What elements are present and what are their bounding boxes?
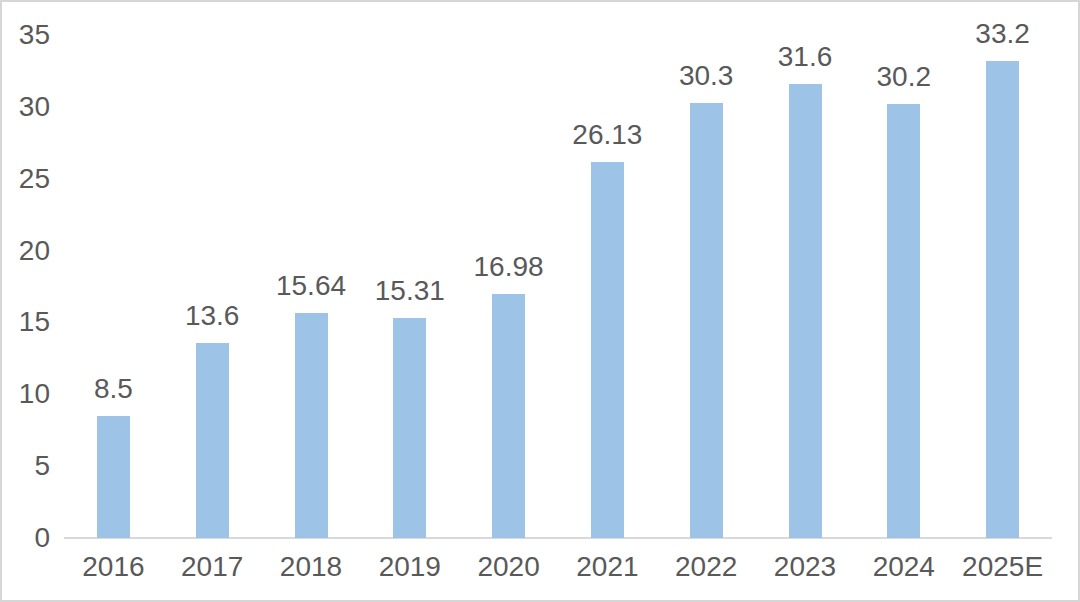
y-axis-tick-label: 0 — [2, 524, 50, 552]
data-label: 26.13 — [537, 118, 677, 152]
x-axis-category-label: 2024 — [854, 550, 953, 584]
x-axis-category-label: 2023 — [756, 550, 855, 584]
bar-2025E — [986, 61, 1019, 538]
y-axis-tick-label: 25 — [2, 165, 50, 193]
bar-2019 — [393, 318, 426, 538]
data-label: 33.2 — [933, 17, 1073, 51]
bar-2021 — [591, 162, 624, 538]
x-axis-category-label: 2019 — [360, 550, 459, 584]
bar-2020 — [492, 294, 525, 538]
data-label: 8.5 — [43, 372, 183, 406]
x-axis-category-label: 2016 — [64, 550, 163, 584]
x-axis-category-label: 2017 — [163, 550, 262, 584]
x-axis-category-label: 2018 — [262, 550, 361, 584]
bar-2022 — [690, 103, 723, 538]
x-axis-category-label: 2025E — [953, 550, 1052, 584]
y-axis-tick-label: 35 — [2, 21, 50, 49]
bar-2024 — [887, 104, 920, 538]
y-axis-tick-label: 5 — [2, 452, 50, 480]
data-label: 16.98 — [439, 250, 579, 284]
data-label: 13.6 — [142, 299, 282, 333]
bar-2016 — [97, 416, 130, 538]
y-axis-tick-label: 20 — [2, 237, 50, 265]
bar-2017 — [196, 343, 229, 538]
y-axis-tick-label: 15 — [2, 308, 50, 336]
y-axis-tick-label: 30 — [2, 93, 50, 121]
bar-2023 — [789, 84, 822, 538]
bar-2018 — [295, 313, 328, 538]
x-axis-category-label: 2021 — [558, 550, 657, 584]
x-axis-category-label: 2020 — [459, 550, 558, 584]
x-axis-category-label: 2022 — [657, 550, 756, 584]
data-label: 30.2 — [834, 60, 974, 94]
bar-chart-figure: 05101520253035 8.513.615.6415.3116.9826.… — [0, 0, 1080, 602]
